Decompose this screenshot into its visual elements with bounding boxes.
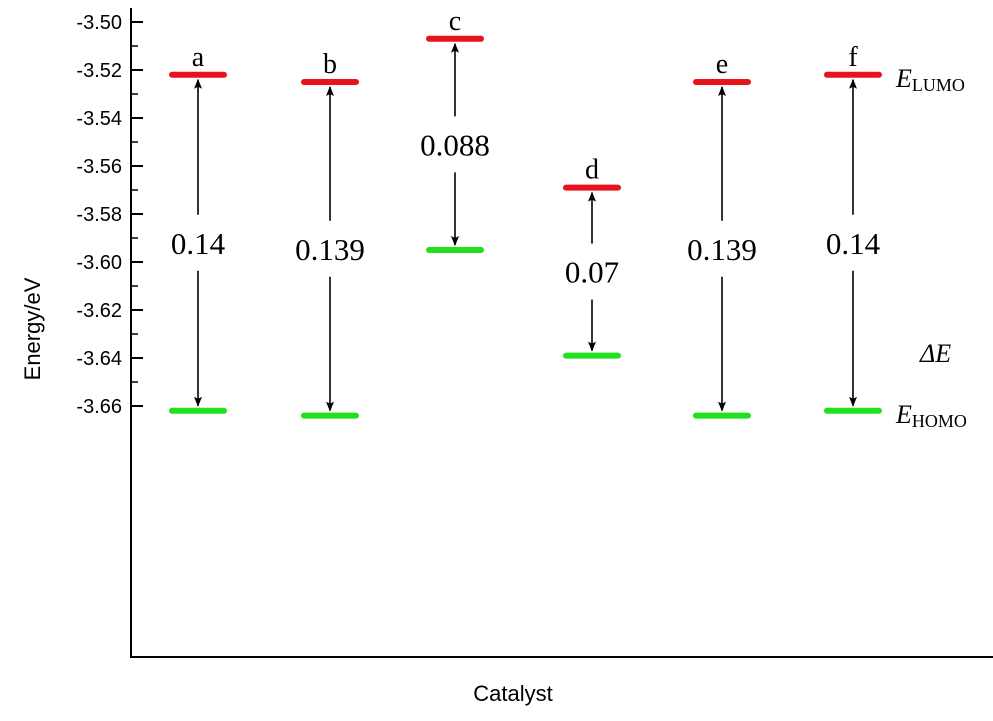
legend-gap-label: ΔE <box>919 339 951 368</box>
gap-value-label: 0.07 <box>565 255 619 290</box>
y-tick-label: -3.58 <box>76 204 122 226</box>
y-tick-label: -3.50 <box>76 12 122 34</box>
legend-homo-label: EHOMO <box>895 400 967 431</box>
gap-value-label: 0.088 <box>420 127 490 162</box>
y-tick-label: -3.66 <box>76 396 122 418</box>
x-axis-title: Catalyst <box>473 681 552 706</box>
y-tick-label: -3.54 <box>76 108 122 130</box>
catalyst-label: c <box>449 6 461 37</box>
catalyst-label: e <box>716 49 728 80</box>
catalyst-label: a <box>192 42 205 73</box>
catalyst-label: d <box>585 155 599 186</box>
legend-homo-main: E <box>895 400 912 429</box>
y-axis-title: Energy/eV <box>20 277 45 380</box>
legend-lumo-label: ELUMO <box>895 64 965 95</box>
y-tick-label: -3.56 <box>76 156 122 178</box>
y-tick-label: -3.52 <box>76 60 122 82</box>
y-axis-ticks: -3.50 -3.52 -3.54 -3.56 -3.58 -3.60 -3.62 -3.64… <box>76 12 143 418</box>
y-tick-label: -3.62 <box>76 300 122 322</box>
catalyst-label: f <box>848 42 858 73</box>
gap-value-label: 0.14 <box>171 226 226 261</box>
gap-value-label: 0.14 <box>826 226 881 261</box>
y-tick-label: -3.60 <box>76 252 122 274</box>
catalyst-label: b <box>323 49 337 80</box>
y-tick-label: -3.64 <box>76 348 122 370</box>
gap-value-label: 0.139 <box>687 232 757 267</box>
energy-levels: 0.14 a 0.139 b 0.088 c 0.07 d 0.139 e 0.14 f <box>169 6 882 419</box>
legend-lumo-sub: LUMO <box>912 75 965 95</box>
gap-value-label: 0.139 <box>295 232 365 267</box>
legend-homo-sub: HOMO <box>912 411 967 431</box>
legend-lumo-main: E <box>895 64 912 93</box>
